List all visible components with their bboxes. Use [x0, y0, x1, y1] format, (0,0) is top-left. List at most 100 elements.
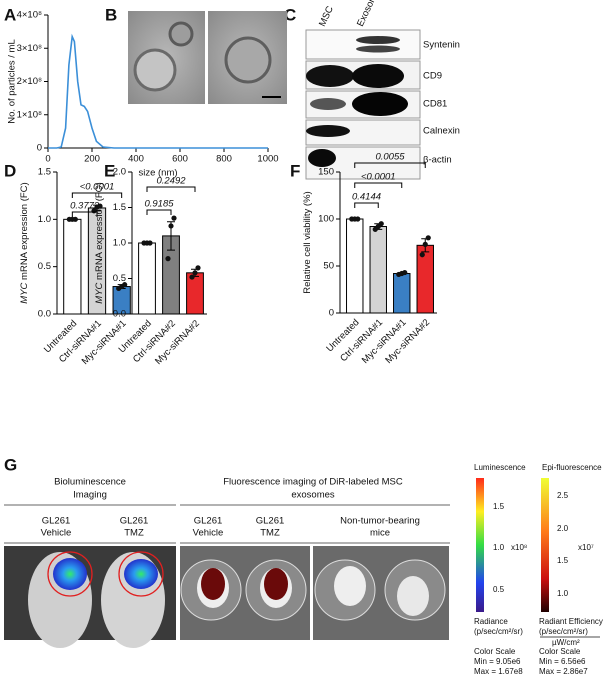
p-value: 0.2492 — [156, 176, 186, 187]
bracket — [146, 186, 196, 192]
data-point — [171, 215, 177, 221]
condition-label: Vehicle — [41, 528, 72, 539]
data-point — [122, 282, 128, 288]
panel-label: G — [4, 455, 17, 474]
western-blot — [305, 29, 421, 180]
colorbar-title: Luminescence — [474, 463, 526, 472]
y-axis-label: Relative cell viability (%) — [302, 191, 313, 293]
panel-label: C — [284, 5, 296, 24]
y-axis-label-gene: MYC — [94, 282, 105, 303]
data-point — [355, 216, 361, 222]
y-tick-label: 0.0 — [113, 309, 126, 320]
y-tick-label: 2×10⁸ — [17, 76, 42, 87]
y-axis-label: No. of particles / mL — [7, 39, 18, 123]
y-tick-label: 0 — [37, 143, 42, 154]
x-tick-label: 200 — [84, 154, 100, 165]
bar — [63, 218, 82, 315]
x-tick-label: 600 — [172, 154, 188, 165]
lane-label: Exosomes — [355, 0, 384, 28]
color-scale: Max = 2.86e7 — [539, 667, 588, 676]
data-point — [419, 252, 425, 258]
y-tick-label: 1.0 — [38, 214, 51, 225]
y-tick-label: 4×10⁸ — [17, 10, 42, 21]
y-tick-label: 0 — [329, 308, 334, 319]
y-tick-label: 1×10⁸ — [17, 109, 42, 120]
p-value: 0.3772 — [70, 201, 100, 212]
colorbar-unit: Radiant Efficiency — [539, 617, 603, 626]
panel-label: F — [290, 161, 300, 180]
data-point — [378, 221, 384, 227]
y-tick-label: 1.5 — [113, 202, 126, 213]
data-point — [165, 256, 171, 262]
colorbar-tick: 1.0 — [493, 543, 505, 552]
panel-label: B — [105, 5, 117, 24]
colorbar-unit: µW/cm² — [552, 638, 580, 647]
fluorescence-colorbar — [541, 478, 549, 612]
panel-label: E — [104, 161, 115, 180]
bracket — [146, 209, 172, 215]
color-scale: Color Scale — [539, 647, 581, 656]
data-point — [168, 223, 174, 229]
x-axis-label: size (nm) — [138, 168, 177, 179]
y-tick-label: 0.5 — [113, 273, 126, 284]
y-tick-label: 3×10⁸ — [17, 43, 42, 54]
y-tick-label: 150 — [318, 167, 334, 178]
y-tick-label: 50 — [323, 261, 334, 272]
p-value: <0.0001 — [80, 182, 115, 193]
colorbar-tick: 2.0 — [557, 524, 569, 533]
protein-label: β-actin — [423, 155, 452, 166]
data-point — [97, 203, 103, 209]
condition-label: TMZ — [260, 528, 280, 539]
colorbar-unit: (p/sec/cm²/sr) — [474, 627, 523, 636]
group-label: Imaging — [73, 490, 107, 501]
condition-label: GL261 — [256, 516, 285, 527]
color-scale: Min = 6.56e6 — [539, 657, 586, 666]
data-point — [192, 270, 198, 276]
data-point — [425, 235, 431, 241]
panel-label: D — [4, 161, 16, 180]
bracket — [354, 162, 426, 168]
colorbar-multiplier: x10⁸ — [511, 543, 527, 552]
bar — [186, 272, 204, 315]
panel-label: A — [4, 5, 16, 24]
colorbar-tick: 2.5 — [557, 491, 569, 500]
y-axis-label-text: mRNA expression (FC) — [19, 182, 30, 280]
bracket — [71, 211, 98, 217]
color-scale: Max = 1.67e8 — [474, 667, 523, 676]
p-value: 0.9185 — [144, 199, 174, 210]
p-value: <0.0001 — [361, 172, 396, 183]
y-tick-label: 1.0 — [113, 238, 126, 249]
condition-label: Non-tumor-bearing — [340, 516, 420, 527]
bracket — [354, 202, 379, 208]
fluorescence-image — [180, 546, 449, 640]
colorbar-tick: 1.0 — [557, 589, 569, 598]
bar — [393, 273, 411, 314]
group-rules — [4, 504, 450, 544]
x-tick-label: 800 — [216, 154, 232, 165]
bracket — [354, 182, 403, 188]
colorbar-multiplier: x10⁷ — [578, 543, 594, 552]
color-scale: Color Scale — [474, 647, 516, 656]
group-label: Fluorescence imaging of DiR-labeled MSC — [223, 477, 403, 488]
y-axis-label-gene: MYC — [19, 282, 30, 303]
luminescence-colorbar — [476, 478, 484, 612]
condition-label: GL261 — [42, 516, 71, 527]
y-axis-label-text: mRNA expression (FC) — [94, 182, 105, 280]
p-value: 0.0055 — [375, 152, 405, 163]
data-line — [48, 33, 268, 149]
y-tick-label: 0.0 — [38, 309, 51, 320]
y-tick-label: 2.0 — [113, 167, 126, 178]
condition-label: GL261 — [120, 516, 149, 527]
x-tick-label: 1000 — [257, 154, 278, 165]
y-tick-label: 1.5 — [38, 167, 51, 178]
tem-images — [128, 11, 287, 104]
bar — [346, 218, 364, 314]
data-point — [147, 240, 153, 246]
protein-label: Calnexin — [423, 126, 460, 137]
colorbar-tick: 1.5 — [557, 556, 569, 565]
data-point — [189, 274, 195, 280]
bioluminescence-image — [4, 546, 176, 648]
p-value: 0.4144 — [352, 192, 381, 203]
condition-label: GL261 — [194, 516, 223, 527]
